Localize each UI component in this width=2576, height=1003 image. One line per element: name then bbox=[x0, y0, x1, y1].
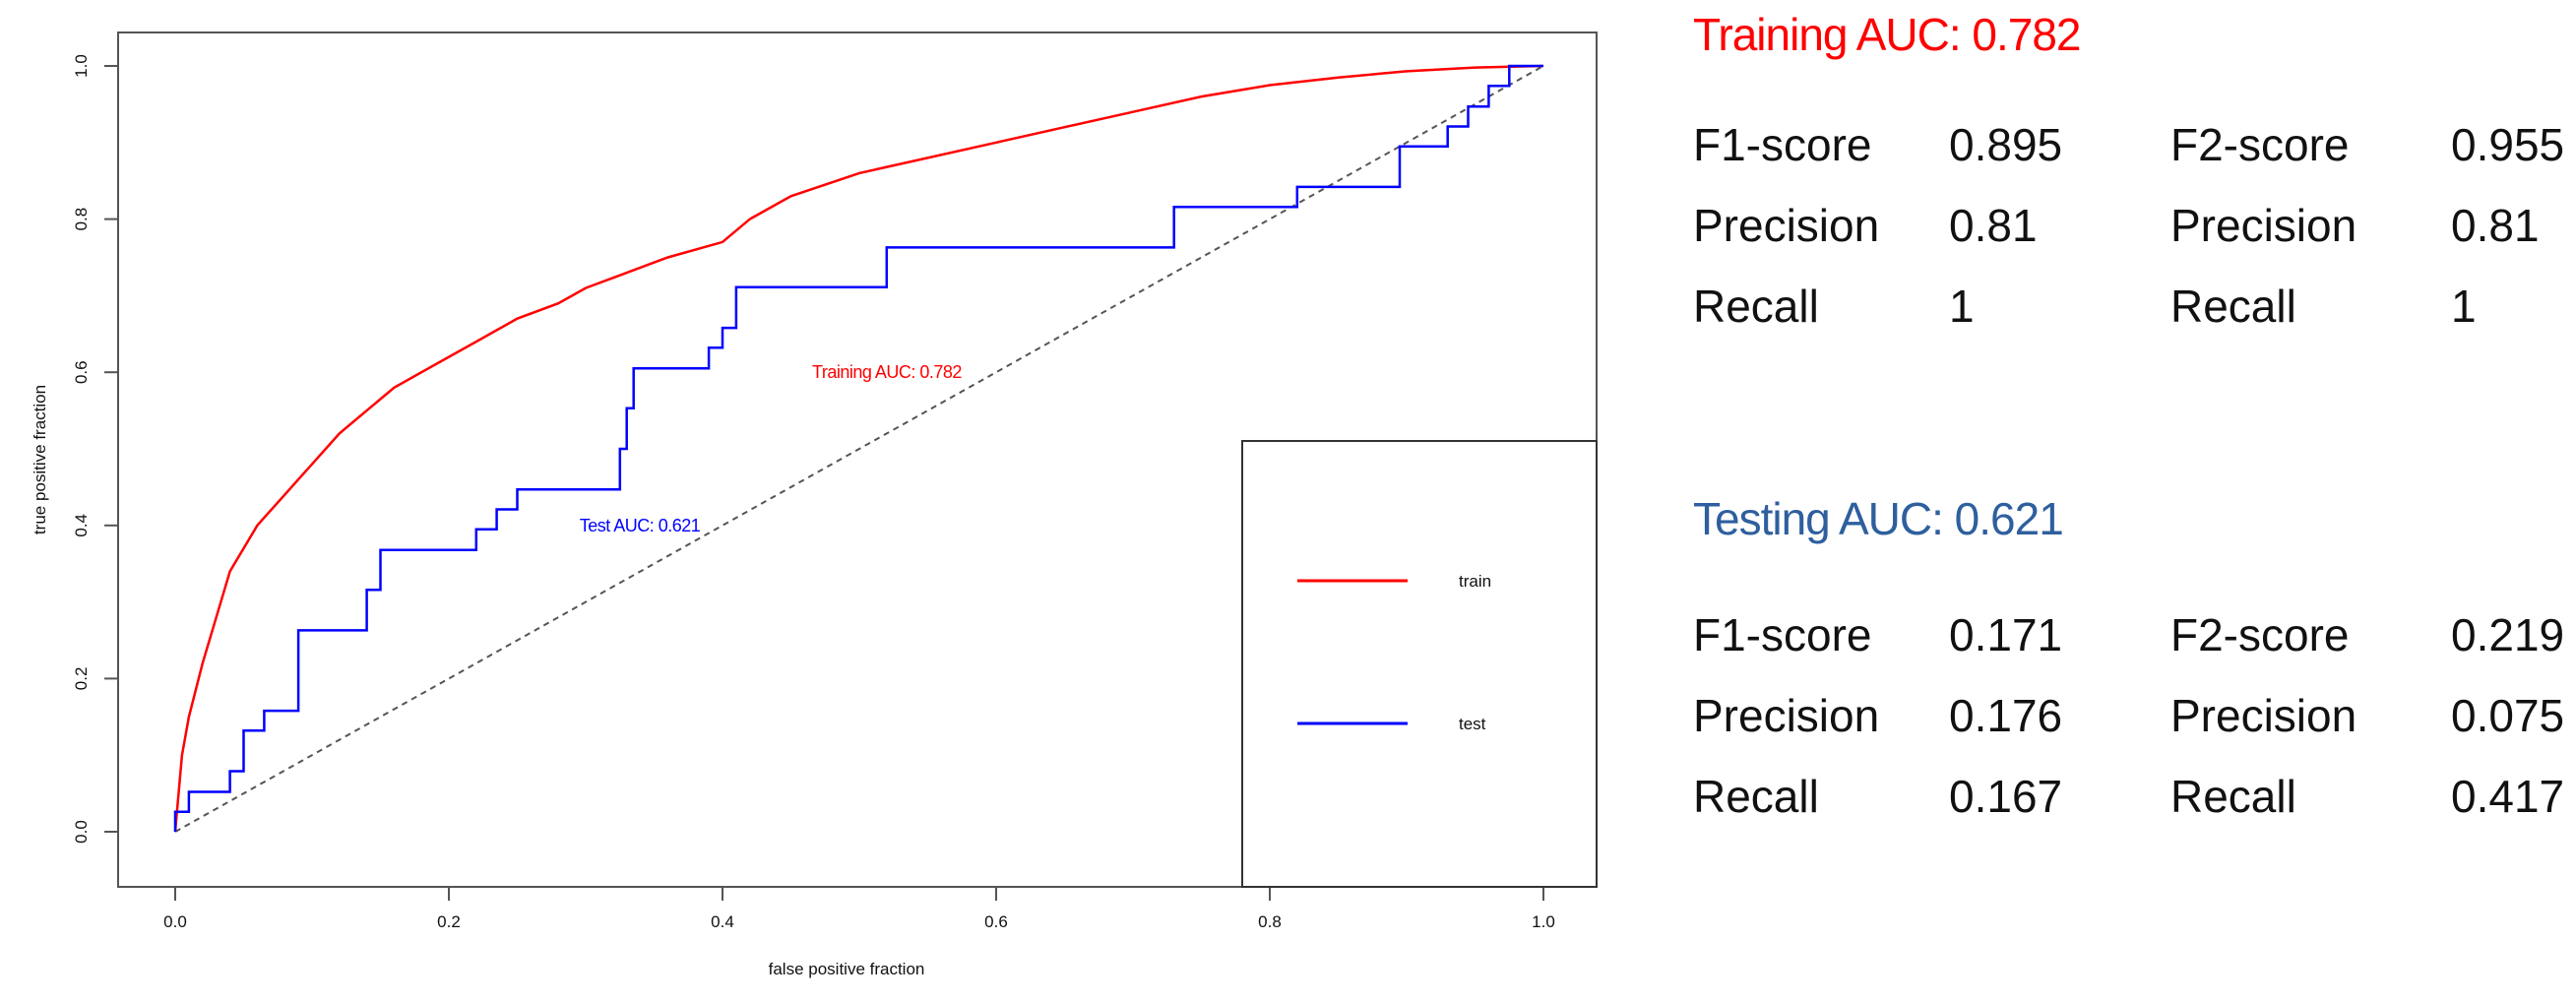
x-tick-label: 0.8 bbox=[1258, 912, 1282, 931]
testing-metric-label: Precision bbox=[1693, 690, 1880, 741]
testing-metric-value: 0.171 bbox=[1949, 609, 2063, 660]
testing-metric-value: 0.167 bbox=[1949, 771, 2063, 822]
x-tick-label: 0.4 bbox=[711, 912, 734, 931]
training-metric-value: 0.81 bbox=[2451, 200, 2540, 251]
train-roc-curve bbox=[173, 64, 1544, 833]
testing-metric-label: Recall bbox=[1693, 771, 1819, 822]
y-tick-label: 0.4 bbox=[72, 514, 91, 537]
test-auc-annotation: Test AUC: 0.621 bbox=[580, 516, 701, 535]
x-axis: 0.0 0.2 0.4 0.6 0.8 1.0 bbox=[163, 886, 1555, 931]
test-roc-curve bbox=[173, 64, 1543, 832]
training-metric-value: 1 bbox=[2451, 281, 2477, 332]
testing-metric-label: Precision bbox=[2170, 690, 2357, 741]
testing-metric-value: 0.219 bbox=[2451, 609, 2565, 660]
y-tick-label: 0.8 bbox=[72, 208, 91, 231]
training-metric-label: F2-score bbox=[2170, 119, 2350, 170]
legend: train test bbox=[1241, 440, 1598, 888]
training-metrics-panel: Training AUC: 0.782 F1-score 0.895 F2-sc… bbox=[1693, 8, 2569, 346]
x-tick-label: 1.0 bbox=[1532, 912, 1555, 931]
testing-metrics-table: F1-score 0.171 F2-score 0.219 Precision … bbox=[1693, 595, 2569, 837]
y-tick-label: 0.6 bbox=[72, 360, 91, 384]
testing-metric-value: 0.075 bbox=[2451, 690, 2565, 741]
y-tick-label: 0.0 bbox=[72, 820, 91, 844]
y-tick-label: 1.0 bbox=[72, 54, 91, 78]
training-metric-value: 0.895 bbox=[1949, 119, 2063, 170]
testing-auc-title: Testing AUC: 0.621 bbox=[1693, 493, 2064, 544]
testing-metric-value: 0.417 bbox=[2451, 771, 2565, 822]
training-metric-label: Precision bbox=[1693, 200, 1880, 251]
x-tick-label: 0.0 bbox=[163, 912, 187, 931]
training-metric-value: 1 bbox=[1949, 281, 1975, 332]
x-axis-title: false positive fraction bbox=[769, 960, 925, 978]
testing-metrics-panel: Testing AUC: 0.621 F1-score 0.171 F2-sco… bbox=[1693, 492, 2569, 837]
x-tick-label: 0.2 bbox=[437, 912, 461, 931]
y-tick-label: 0.2 bbox=[72, 667, 91, 691]
testing-metric-label: F1-score bbox=[1693, 609, 1872, 660]
training-auc-title: Training AUC: 0.782 bbox=[1693, 9, 2082, 60]
x-tick-label: 0.6 bbox=[984, 912, 1008, 931]
training-metric-label: F1-score bbox=[1693, 119, 1872, 170]
training-metrics-table: F1-score 0.895 F2-score 0.955 Precision … bbox=[1693, 104, 2569, 346]
diagonal-reference-line bbox=[174, 65, 1544, 833]
y-axis-title: true positive fraction bbox=[31, 385, 49, 534]
training-metric-label: Precision bbox=[2170, 200, 2357, 251]
legend-train-label: train bbox=[1459, 572, 1491, 591]
training-metric-label: Recall bbox=[2170, 281, 2296, 332]
legend-box bbox=[1241, 440, 1598, 888]
testing-metric-label: Recall bbox=[2170, 771, 2296, 822]
legend-test-label: test bbox=[1459, 715, 1486, 733]
testing-metric-value: 0.176 bbox=[1949, 690, 2063, 741]
roc-chart: 0.0 0.2 0.4 0.6 0.8 1.0 0.0 0.2 0.4 0.6 0.8 1.0 fa… bbox=[31, 31, 1598, 978]
training-metric-label: Recall bbox=[1693, 281, 1819, 332]
testing-metric-label: F2-score bbox=[2170, 609, 2350, 660]
training-metric-value: 0.955 bbox=[2451, 119, 2565, 170]
training-metric-value: 0.81 bbox=[1949, 200, 2038, 251]
train-auc-annotation: Training AUC: 0.782 bbox=[812, 362, 962, 382]
y-axis: 0.0 0.2 0.4 0.6 0.8 1.0 bbox=[72, 54, 119, 844]
